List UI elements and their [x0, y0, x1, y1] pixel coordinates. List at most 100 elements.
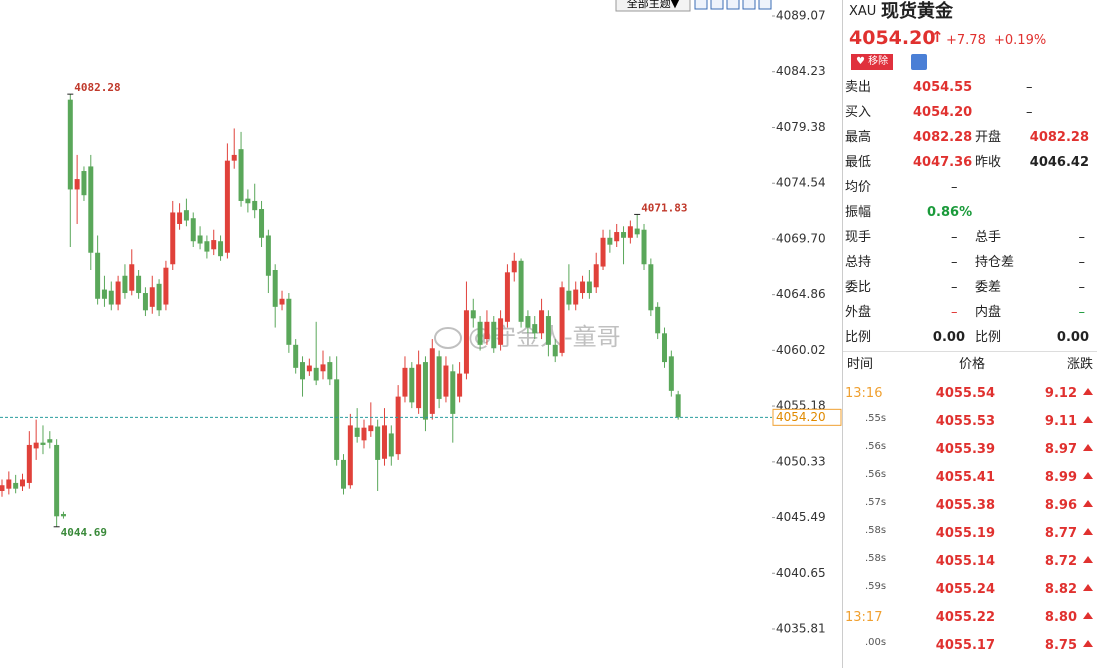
row-value: –	[951, 180, 958, 195]
candle-body	[67, 99, 73, 190]
y-tick-label: 4084.23	[776, 64, 826, 78]
candle-body	[88, 166, 94, 253]
candle-body	[668, 356, 674, 391]
candle-body	[183, 210, 189, 221]
candle-body	[211, 240, 217, 250]
tick-price: 4055.39	[935, 442, 995, 457]
candle-body	[627, 226, 633, 238]
up-arrow	[1083, 416, 1093, 423]
row-label: 总持	[845, 255, 872, 270]
theme-button[interactable]	[615, 0, 691, 12]
name: 现货黄金	[881, 1, 953, 22]
candle-body	[443, 365, 449, 397]
candle-body	[60, 514, 66, 517]
candle-body	[416, 364, 422, 409]
candle-body	[170, 212, 176, 265]
y-tick-label: 4069.70	[776, 231, 826, 245]
candle-body	[532, 324, 538, 334]
up-arrow	[1083, 640, 1093, 647]
candle-body	[402, 367, 408, 397]
candle-body	[498, 318, 504, 345]
candle-body	[293, 344, 299, 368]
candle-body	[149, 287, 155, 307]
candle-body	[327, 362, 333, 380]
candle-body	[300, 362, 306, 380]
candle-body	[218, 241, 224, 257]
candle-body	[586, 281, 592, 294]
candle-body	[19, 479, 25, 487]
candle-body	[156, 283, 162, 311]
candle-body	[552, 344, 558, 357]
candle-body	[504, 272, 510, 322]
candle-body	[641, 229, 647, 265]
candle-body	[13, 482, 19, 489]
candle-body	[238, 149, 244, 201]
candle-body	[6, 479, 12, 489]
row-label: 比例	[845, 330, 872, 345]
tick-time: 13:17	[845, 610, 883, 625]
candle-body	[190, 218, 196, 242]
candle-body	[409, 367, 415, 403]
row-label: 现手	[845, 230, 872, 245]
tick-price: 4055.24	[935, 582, 995, 597]
y-tick-label: 4045.49	[776, 510, 826, 524]
tick-change: 8.80	[1044, 610, 1077, 625]
candle-body	[224, 160, 230, 253]
watermark-icon	[434, 327, 462, 349]
row-label: 委差	[975, 280, 1002, 295]
y-tick-label: 4089.07	[776, 8, 826, 22]
candle-body	[74, 179, 80, 190]
separator	[843, 351, 1097, 352]
row-value: –	[1078, 305, 1086, 320]
row-value: 4047.36	[913, 155, 973, 170]
table-header: 价格	[959, 357, 986, 372]
remove-text[interactable]: 移除	[868, 56, 889, 67]
row-label: 卖出	[845, 80, 872, 95]
row-label: –	[1026, 80, 1033, 95]
candle-body	[634, 228, 640, 235]
tick-time: 13:16	[845, 386, 883, 401]
row-label: 委比	[845, 280, 872, 295]
candle-body	[26, 444, 32, 483]
candle-body	[395, 396, 401, 455]
candle-body	[375, 426, 381, 460]
remove-button[interactable]: ♥ 移除	[851, 54, 894, 70]
row-label: 内盘	[975, 305, 1002, 320]
candle-body	[614, 232, 620, 242]
candle-body	[245, 198, 251, 204]
row-value: 4082.28	[1029, 130, 1089, 145]
candle-body	[388, 433, 394, 457]
candle-body	[272, 270, 278, 307]
up-arrow	[1083, 500, 1093, 507]
candle-body	[265, 235, 271, 276]
candle-body	[491, 321, 497, 349]
y-tick-label: 4079.38	[776, 120, 826, 134]
candle-body	[197, 235, 203, 244]
remove-label[interactable]: ♥	[856, 56, 869, 67]
toolbar-icons[interactable]	[694, 0, 772, 10]
candle-body	[593, 264, 599, 288]
candle-body	[347, 425, 353, 486]
quote-panel: XAU 现货黄金 4054.20 ↑ +7.78 +0.19% ♥ 移除 卖出 4…	[843, 0, 1097, 668]
candle-body	[457, 373, 463, 397]
candle-body	[204, 241, 210, 252]
row-label: 最高	[845, 130, 872, 145]
candle-body	[33, 442, 39, 449]
tick-time: .58s	[865, 553, 887, 564]
alert-button[interactable]	[911, 54, 927, 70]
row-label: 振幅	[845, 205, 872, 220]
candle-body	[525, 316, 531, 328]
candle-body	[279, 298, 285, 305]
price: 4054.20	[849, 27, 936, 49]
candle-body	[40, 442, 46, 445]
candle-body	[621, 232, 627, 238]
candle-body	[286, 298, 292, 345]
candle-body	[607, 237, 613, 245]
theme-button-label[interactable]: 全部主题▼	[627, 0, 680, 10]
tick-time: .56s	[865, 441, 887, 452]
tick-change: 9.11	[1044, 414, 1077, 429]
candle-body	[675, 394, 681, 418]
candle-body	[177, 212, 183, 224]
table-header: 时间	[847, 357, 874, 372]
